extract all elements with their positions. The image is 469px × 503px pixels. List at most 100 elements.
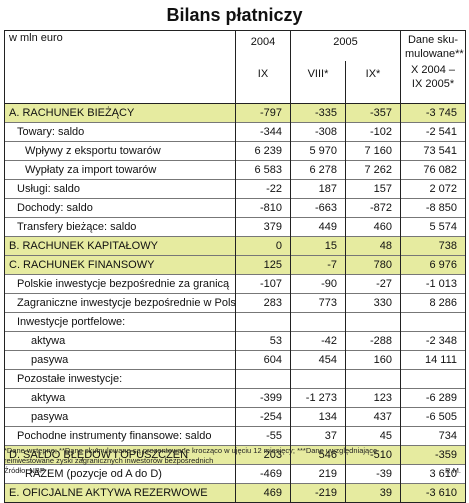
- value-cumulative: 5 574: [400, 217, 467, 237]
- author-credit: R.M.: [445, 466, 461, 475]
- table-row: Wypłaty za import towarów 6 583 6 278 7 262…: [4, 160, 467, 180]
- source-row: Źródło: NBP R.M.: [4, 466, 465, 476]
- table-row: aktywa 53 -42 -288 -2 348: [4, 331, 467, 351]
- value-viii-2005: [290, 369, 346, 389]
- value-ix-2005: 7 160: [344, 141, 402, 161]
- table-row: Inwestycje portfelowe:: [4, 312, 467, 332]
- row-label: Transfery bieżące: saldo: [4, 217, 236, 237]
- value-cumulative: 76 082: [400, 160, 467, 180]
- table-row: aktywa -399 -1 273 123 -6 289: [4, 388, 467, 408]
- page-title: Bilans płatniczy: [166, 5, 303, 25]
- value-cumulative: 3 610: [400, 464, 467, 484]
- value-cumulative: -1 013: [400, 274, 467, 294]
- value-ix-2005: 157: [344, 179, 402, 199]
- value-ix-2004: 203: [235, 445, 291, 465]
- value-viii-2005: 5 970: [290, 141, 346, 161]
- value-cumulative: -8 850: [400, 198, 467, 218]
- value-ix-2005: -102: [344, 122, 402, 142]
- row-label: E. OFICJALNE AKTYWA REZERWOWE: [4, 483, 236, 503]
- cumulative-period-header: X 2004 – IX 2005*: [400, 61, 467, 104]
- footnote-line-1: *Dane wstępne; **Dane skumulowane są pre…: [4, 446, 378, 455]
- table-row: Transfery bieżące: saldo 379 449 460 5 574: [4, 217, 467, 237]
- month-ix-2004-header: IX: [235, 61, 291, 104]
- table-row: Towary: saldo -344 -308 -102 -2 541: [4, 122, 467, 142]
- row-label: Towary: saldo: [4, 122, 236, 142]
- table-row: Polskie inwestycje bezpośrednie za grani…: [4, 274, 467, 294]
- value-viii-2005: 546: [290, 445, 346, 465]
- value-viii-2005: -1 273: [290, 388, 346, 408]
- table-row: C. RACHUNEK FINANSOWY 125 -7 780 6 976: [4, 255, 467, 275]
- value-ix-2005: -872: [344, 198, 402, 218]
- table-row: D. SALDO BŁĘDÓW I OPUSZCZEŃ 203 546 -510 -35…: [4, 445, 467, 465]
- value-ix-2004: 53: [235, 331, 291, 351]
- value-viii-2005: -90: [290, 274, 346, 294]
- value-ix-2005: 7 262: [344, 160, 402, 180]
- value-ix-2005: 437: [344, 407, 402, 427]
- value-cumulative: 2 072: [400, 179, 467, 199]
- value-cumulative: -2 541: [400, 122, 467, 142]
- value-viii-2005: 454: [290, 350, 346, 370]
- value-viii-2005: 15: [290, 236, 346, 256]
- row-label: Wypłaty za import towarów: [4, 160, 236, 180]
- value-cumulative: -6 505: [400, 407, 467, 427]
- value-viii-2005: -42: [290, 331, 346, 351]
- row-label: C. RACHUNEK FINANSOWY: [4, 255, 236, 275]
- table-row: A. RACHUNEK BIEŻĄCY -797 -335 -357 -3 745: [4, 103, 467, 123]
- value-cumulative: -3 610: [400, 483, 467, 503]
- value-viii-2005: 187: [290, 179, 346, 199]
- balance-of-payments-table: w mln euro 2004 2005 Dane sku- mulowane*…: [4, 30, 467, 503]
- value-ix-2004: -797: [235, 103, 291, 123]
- value-ix-2005: -288: [344, 331, 402, 351]
- value-ix-2005: [344, 312, 402, 332]
- value-ix-2004: -469: [235, 464, 291, 484]
- row-label: Dochody: saldo: [4, 198, 236, 218]
- table-row: E. OFICJALNE AKTYWA REZERWOWE 469 -219 39 -3…: [4, 483, 467, 503]
- value-cumulative: [400, 312, 467, 332]
- value-cumulative: -2 348: [400, 331, 467, 351]
- value-ix-2004: [235, 312, 291, 332]
- table-row: Wpływy z eksportu towarów 6 239 5 970 7 160…: [4, 141, 467, 161]
- row-label: pasywa: [4, 407, 236, 427]
- value-ix-2004: 6 239: [235, 141, 291, 161]
- value-ix-2004: -22: [235, 179, 291, 199]
- value-cumulative: [400, 369, 467, 389]
- year-2004-header: 2004: [235, 30, 291, 61]
- table-row: Pozostałe inwestycje:: [4, 369, 467, 389]
- table-body: A. RACHUNEK BIEŻĄCY -797 -335 -357 -3 745 Tow…: [4, 103, 467, 503]
- value-viii-2005: -7: [290, 255, 346, 275]
- value-viii-2005: 6 278: [290, 160, 346, 180]
- value-viii-2005: -308: [290, 122, 346, 142]
- table-row: B. RACHUNEK KAPITAŁOWY 0 15 48 738: [4, 236, 467, 256]
- value-ix-2004: 469: [235, 483, 291, 503]
- value-ix-2004: -55: [235, 426, 291, 446]
- table-row: Zagraniczne inwestycje bezpośrednie w Po…: [4, 293, 467, 313]
- row-label: Pozostałe inwestycje:: [4, 369, 236, 389]
- footnotes: *Dane wstępne; **Dane skumulowane są pre…: [4, 446, 465, 476]
- table-row: Pochodne instrumenty finansowe: saldo -55…: [4, 426, 467, 446]
- header-row-years: w mln euro 2004 2005 Dane sku- mulowane*…: [4, 30, 467, 104]
- value-ix-2005: -510: [344, 445, 402, 465]
- value-cumulative: 6 976: [400, 255, 467, 275]
- value-viii-2005: -663: [290, 198, 346, 218]
- value-ix-2005: -39: [344, 464, 402, 484]
- table-row: pasywa -254 134 437 -6 505: [4, 407, 467, 427]
- value-viii-2005: 449: [290, 217, 346, 237]
- value-ix-2005: 123: [344, 388, 402, 408]
- unit-header: w mln euro: [4, 30, 236, 104]
- row-label: aktywa: [4, 388, 236, 408]
- value-cumulative: 8 286: [400, 293, 467, 313]
- value-ix-2004: 604: [235, 350, 291, 370]
- value-ix-2005: -357: [344, 103, 402, 123]
- value-ix-2004: -344: [235, 122, 291, 142]
- value-ix-2005: 460: [344, 217, 402, 237]
- row-label: Usługi: saldo: [4, 179, 236, 199]
- value-ix-2004: [235, 369, 291, 389]
- value-ix-2005: 48: [344, 236, 402, 256]
- value-ix-2005: 780: [344, 255, 402, 275]
- source-note: Źródło: NBP: [4, 466, 45, 475]
- row-label: RAZEM (pozycje od A do D): [4, 464, 236, 484]
- value-ix-2004: -254: [235, 407, 291, 427]
- row-label: pasywa: [4, 350, 236, 370]
- value-viii-2005: 134: [290, 407, 346, 427]
- value-cumulative: -3 745: [400, 103, 467, 123]
